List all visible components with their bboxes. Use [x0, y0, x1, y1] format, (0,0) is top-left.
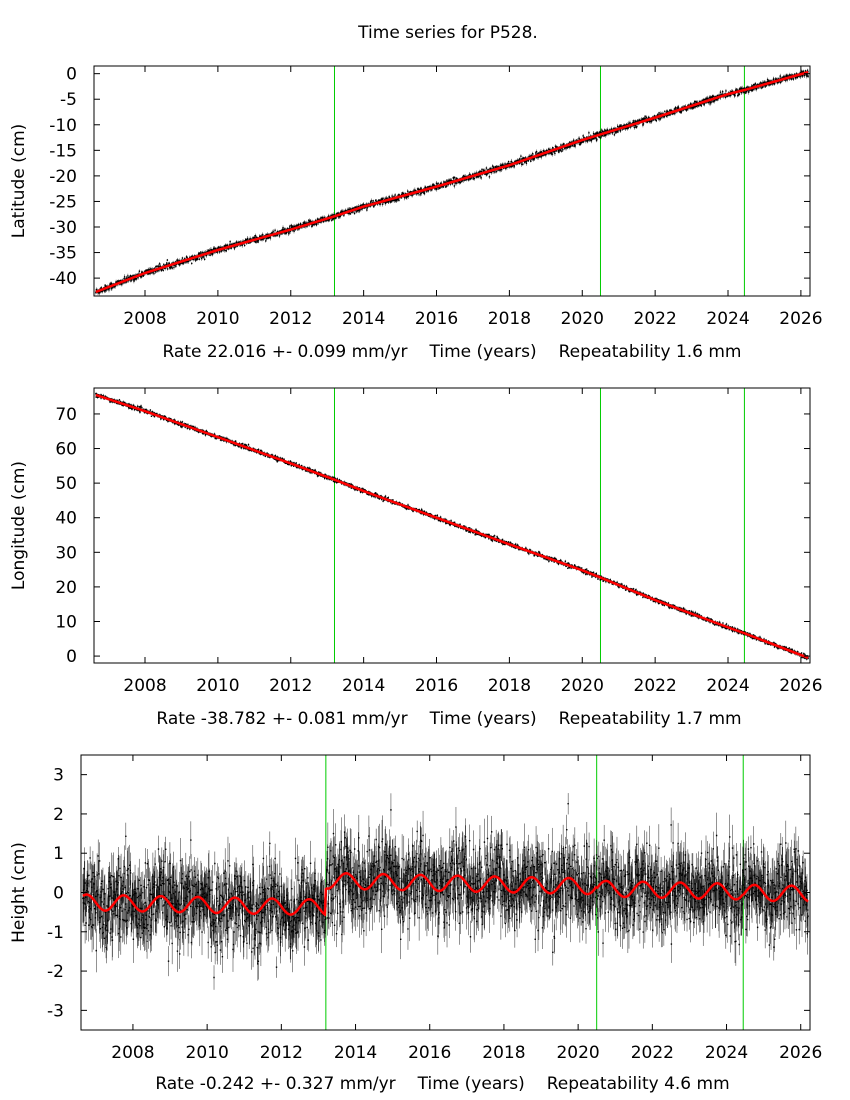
x-tick-label: 2022	[634, 676, 677, 696]
plot-frame	[93, 65, 811, 297]
x-tick-label: 2014	[334, 1043, 377, 1063]
x-axis-caption: Rate 22.016 +- 0.099 mm/yr Time (years) Re…	[162, 342, 741, 362]
x-tick-label: 2014	[342, 676, 385, 696]
data-points	[82, 803, 809, 979]
y-tick-label: 70	[55, 405, 77, 425]
y-tick-label: 0	[66, 65, 77, 85]
x-tick-label: 2008	[123, 676, 166, 696]
y-tick-label: 50	[55, 474, 77, 494]
y-tick-label: 40	[55, 509, 77, 529]
chart-panel-3: 2008 2010 2012 2014 2016 2018 2020 2022 2024 2026…	[9, 754, 822, 1094]
figure-title: Time series for P528.	[357, 23, 538, 43]
x-tick-label: 2026	[779, 676, 822, 696]
y-tick-label: -5	[60, 90, 77, 110]
x-tick-label: 2008	[123, 309, 166, 329]
y-tick-label: -10	[49, 116, 77, 136]
x-tick-label: 2016	[415, 309, 458, 329]
x-tick-label: 2012	[260, 1043, 303, 1063]
x-tick-label: 2020	[556, 1043, 599, 1063]
plot-area	[82, 755, 809, 1030]
plot-area	[95, 388, 809, 663]
y-tick-label: -15	[49, 141, 77, 161]
x-tick-label: 2016	[408, 1043, 451, 1063]
rate-label: Rate -38.782 +- 0.081 mm/yr	[156, 709, 407, 729]
panels: 2008 2010 2012 2014 2016 2018 2020 2022 2024 2026…	[9, 65, 823, 1094]
y-axis-label: Longitude (cm)	[9, 461, 29, 590]
y-tick-label: 1	[53, 844, 64, 864]
y-tick-label: 10	[55, 612, 77, 632]
x-tick-label: 2026	[779, 1043, 822, 1063]
y-tick-label: 0	[53, 884, 64, 904]
model-curve-segment	[595, 879, 744, 901]
y-tick-label: -3	[47, 1001, 64, 1021]
x-tick-label: 2024	[705, 1043, 748, 1063]
x-axis-caption: Rate -0.242 +- 0.327 mm/yr Time (years) Re…	[155, 1074, 729, 1094]
x-tick-label: 2012	[269, 676, 312, 696]
plot-area	[95, 66, 809, 296]
y-tick-label: -2	[47, 962, 64, 982]
model-curve-segment	[325, 872, 598, 896]
chart-panel-1: 2008 2010 2012 2014 2016 2018 2020 2022 2024 2026…	[9, 65, 823, 362]
y-tick-label: -20	[49, 167, 77, 187]
data-points	[95, 392, 809, 660]
y-tick-label: 30	[55, 543, 77, 563]
x-tick-label: 2010	[196, 309, 239, 329]
model-curve-segment	[82, 888, 328, 917]
x-tick-label: 2024	[706, 309, 749, 329]
x-tick-label: 2020	[561, 676, 604, 696]
repeatability-label: Repeatability 4.6 mm	[547, 1074, 730, 1094]
model-curve	[95, 70, 809, 294]
y-tick-label: -1	[47, 923, 64, 943]
x-axis-label: Time (years)	[429, 709, 537, 729]
repeatability-label: Repeatability 1.7 mm	[559, 709, 742, 729]
x-tick-label: 2022	[631, 1043, 674, 1063]
x-axis-caption: Rate -38.782 +- 0.081 mm/yr Time (years) R…	[156, 709, 741, 729]
model-curve-segment	[742, 883, 809, 903]
x-axis-label: Time (years)	[429, 342, 537, 362]
plot-frame	[93, 387, 811, 664]
y-tick-label: 3	[53, 766, 64, 786]
x-tick-label: 2014	[342, 309, 385, 329]
rate-label: Rate 22.016 +- 0.099 mm/yr	[162, 342, 407, 362]
y-tick-label: 2	[53, 805, 64, 825]
x-tick-label: 2026	[779, 309, 822, 329]
y-tick-label: -35	[49, 244, 77, 264]
y-tick-label: 60	[55, 440, 77, 460]
x-tick-label: 2022	[634, 309, 677, 329]
x-tick-label: 2024	[706, 676, 749, 696]
rate-label: Rate -0.242 +- 0.327 mm/yr	[155, 1074, 395, 1094]
x-tick-label: 2016	[415, 676, 458, 696]
x-tick-label: 2008	[111, 1043, 154, 1063]
y-tick-label: -30	[49, 218, 77, 238]
x-tick-label: 2010	[196, 676, 239, 696]
y-tick-label: 20	[55, 578, 77, 598]
x-tick-label: 2010	[186, 1043, 229, 1063]
x-tick-label: 2018	[488, 309, 531, 329]
y-tick-label: -25	[49, 192, 77, 212]
x-tick-label: 2020	[561, 309, 604, 329]
x-tick-label: 2018	[488, 676, 531, 696]
y-tick-label: 0	[66, 647, 77, 667]
chart-panel-2: 2008 2010 2012 2014 2016 2018 2020 2022 2024 2026…	[9, 387, 823, 729]
y-axis-label: Latitude (cm)	[9, 124, 29, 239]
y-tick-label: -40	[49, 269, 77, 289]
repeatability-label: Repeatability 1.6 mm	[559, 342, 742, 362]
model-curve	[95, 393, 809, 659]
x-tick-label: 2012	[269, 309, 312, 329]
y-axis-label: Height (cm)	[9, 842, 29, 943]
x-tick-label: 2018	[482, 1043, 525, 1063]
x-axis-label: Time (years)	[417, 1074, 525, 1094]
